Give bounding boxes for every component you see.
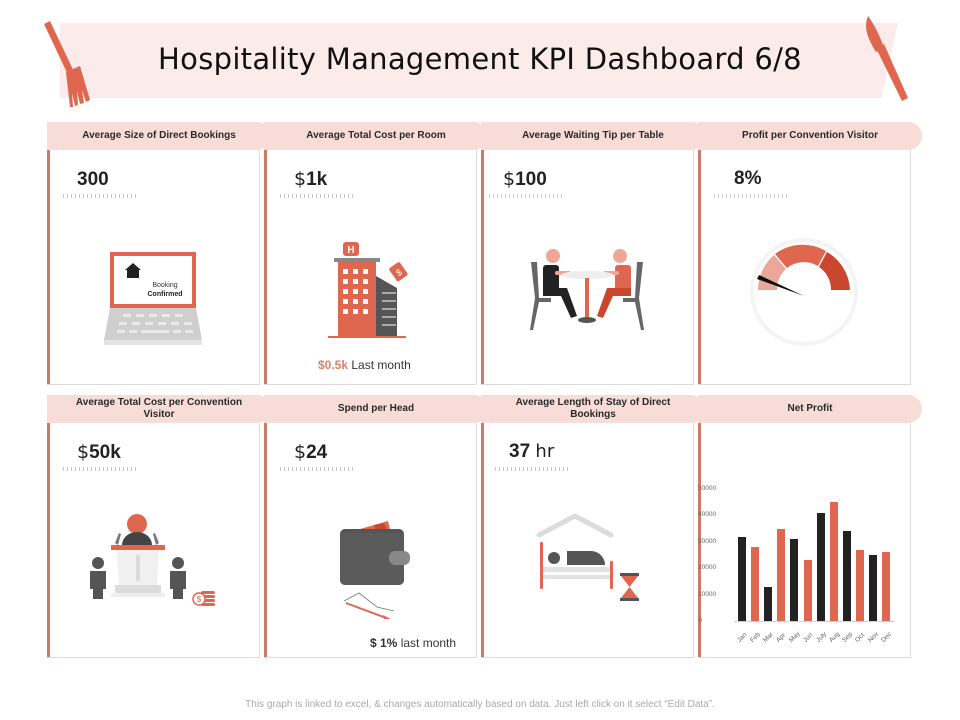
dotted-divider [495,467,571,471]
kpi-value: $100 [503,168,547,190]
podium-speaker-icon: $ [47,513,259,628]
card-accent-bar [698,148,701,384]
x-axis-label: Aug [827,630,841,644]
chart-bar-mar[interactable] [764,586,773,621]
card-title: Average Waiting Tip per Table [481,122,705,150]
last-month-note: $0.5k Last month [318,358,411,372]
card-title: Spend per Head [264,395,488,423]
chart-bar-july[interactable] [816,512,825,621]
page-title: Hospitality Management KPI Dashboard 6/8 [158,42,802,76]
chart-bar-oct[interactable] [855,549,864,621]
card-accent-bar [481,421,484,657]
card-accent-bar [264,421,267,657]
x-axis-label: May [788,630,803,644]
y-axis-tick: 0 [698,617,702,624]
x-axis-label: July [814,630,828,644]
dotted-divider [63,467,139,471]
card-accent-bar [264,148,267,384]
chart-bar-apr[interactable] [777,528,786,621]
kpi-card-spend-per-head[interactable]: Spend per Head $24 $ 1% last month [264,395,488,658]
svg-text:Confirmed: Confirmed [148,291,183,298]
svg-text:Booking: Booking [152,282,177,289]
x-axis-label: Jan [736,631,749,644]
y-axis-tick: 30000 [698,537,717,545]
x-axis-label: Oct [853,631,866,644]
x-axis-label: Dec [880,630,894,644]
x-axis-label: Feb [749,631,762,644]
chart-bar-may[interactable] [790,539,799,621]
wallet-icon [264,519,476,624]
dotted-divider [280,467,356,471]
chart-bar-feb[interactable] [751,547,760,621]
dining-table-icon [481,248,693,343]
title-band [60,23,898,98]
x-axis-line [734,621,896,622]
kpi-card-cost-per-room[interactable]: Average Total Cost per Room $1k H $ $0.5… [264,122,488,385]
card-title: Average Total Cost per Room [264,122,488,150]
chart-bar-dec[interactable] [882,552,891,621]
laptop-booking-icon: Booking Confirmed [47,250,259,355]
chart-bar-jan[interactable] [738,536,746,621]
kpi-value: $50k [77,441,121,463]
dotted-divider [489,194,565,198]
kpi-card-direct-bookings-size[interactable]: Average Size of Direct Bookings 300 Book… [47,122,271,385]
card-title: Profit per Convention Visitor [698,122,922,150]
kpi-value: 8% [734,168,762,189]
fork-icon [44,21,90,107]
chart-bar-sep[interactable] [842,531,851,621]
x-axis-label: Sep [840,630,854,644]
svg-text:H: H [347,245,354,256]
card-accent-bar [47,148,50,384]
card-title: Net Profit [698,395,922,423]
kpi-card-waiting-tip[interactable]: Average Waiting Tip per Table $100 [481,122,705,385]
kpi-card-length-of-stay[interactable]: Average Length of Stay of Direct Booking… [481,395,705,658]
chart-bar-aug[interactable] [829,502,838,621]
x-axis-label: Nov [867,630,881,644]
y-axis-tick: 20000 [698,564,717,572]
net-profit-bar-chart[interactable]: 0 10000 20000 30000 40000 50000 Jan Feb Mar Apr Ma… [698,453,910,653]
dotted-divider [63,194,139,198]
kpi-value: $1k [294,168,328,190]
svg-text:$: $ [394,267,404,278]
kpi-card-profit-per-visitor[interactable]: Profit per Convention Visitor 8% [698,122,922,385]
footer-note: This graph is linked to excel, & changes… [245,699,715,710]
bed-hourglass-icon [481,513,693,618]
card-title: Average Total Cost per Convention Visito… [47,395,271,423]
gauge-icon [698,234,910,355]
y-axis-tick: 40000 [698,511,717,519]
card-accent-bar [481,148,484,384]
last-month-note: $ 1% last month [370,636,457,650]
card-accent-bar [698,421,701,657]
kpi-value: $24 [294,441,328,463]
dotted-divider [714,194,790,198]
x-axis-label: Jun [801,631,814,644]
knife-icon [866,16,908,101]
kpi-value: 300 [77,169,109,190]
card-title: Average Length of Stay of Direct Booking… [481,395,705,423]
x-axis-label: Apr [775,631,788,644]
y-axis-tick: 10000 [698,590,717,598]
kpi-card-net-profit[interactable]: Net Profit 0 10000 20000 30000 40000 50000 Jan… [698,395,922,658]
kpi-value: 37 hr [509,441,555,462]
chart-bar-nov[interactable] [869,555,877,621]
card-title: Average Size of Direct Bookings [47,122,271,150]
x-axis-label: Mar [762,631,776,644]
y-axis-tick: 50000 [698,485,717,492]
kpi-card-cost-per-convention-visitor[interactable]: Average Total Cost per Convention Visito… [47,395,271,658]
hotel-building-icon: H $ [264,242,476,347]
dotted-divider [280,194,356,198]
chart-bar-jun[interactable] [803,560,812,621]
card-accent-bar [47,421,50,657]
svg-text:$: $ [197,595,202,604]
